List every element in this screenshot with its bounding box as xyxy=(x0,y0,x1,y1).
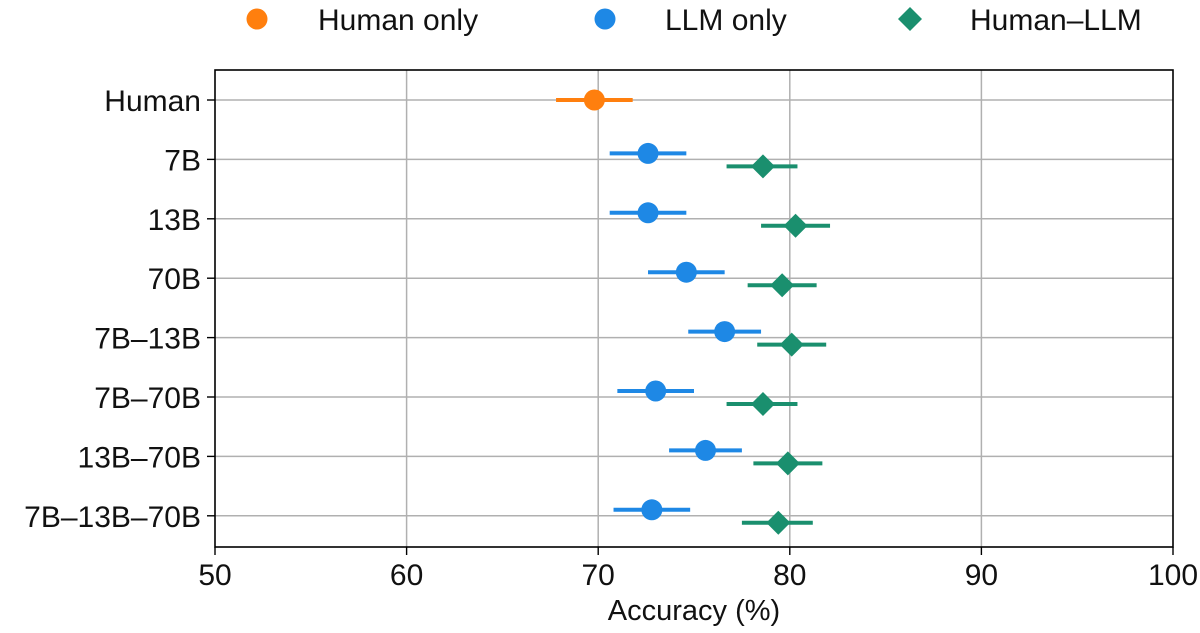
legend-human-llm-label: Human–LLM xyxy=(970,4,1142,37)
human-llm-point xyxy=(750,154,775,179)
llm-only-point xyxy=(645,380,667,402)
y-tick-label: 13B xyxy=(148,204,201,237)
llm-only-point xyxy=(637,202,659,224)
y-tick-label: 7B xyxy=(164,144,201,177)
x-tick-label: 80 xyxy=(773,559,806,592)
plot-frame xyxy=(214,69,1174,548)
y-tick-label: 70B xyxy=(148,263,201,296)
human-llm-point xyxy=(770,273,795,298)
data-marks xyxy=(556,89,831,535)
y-tick-label: 7B–70B xyxy=(94,382,201,415)
legend-llm-only-marker xyxy=(594,8,616,30)
llm-only-point xyxy=(637,142,659,164)
y-tick-label: Human xyxy=(104,85,201,118)
llm-only-point xyxy=(641,499,663,521)
llm-only-point xyxy=(675,261,697,283)
axis-ticks: 50 60 70 80 90 100 Human 7B 13B 70B 7B–13B 7B–70B 13… xyxy=(24,85,1198,592)
human-llm-point xyxy=(775,451,800,476)
x-tick-label: 50 xyxy=(198,559,231,592)
human-llm-point xyxy=(783,213,808,238)
x-axis-label: Accuracy (%) xyxy=(608,595,780,627)
legend-human-only-label: Human only xyxy=(318,4,478,37)
grid-lines xyxy=(215,70,1173,547)
human-llm-point xyxy=(779,332,804,357)
x-tick-label: 70 xyxy=(582,559,615,592)
llm-only-point xyxy=(714,321,736,343)
legend: Human only LLM only Human–LLM xyxy=(246,4,1142,37)
human-llm-point xyxy=(750,392,775,416)
y-tick-label: 13B–70B xyxy=(78,441,201,474)
x-tick-label: 100 xyxy=(1148,559,1198,592)
human-llm-point xyxy=(766,510,791,535)
legend-llm-only-label: LLM only xyxy=(665,4,787,37)
y-tick-label: 7B–13B xyxy=(94,323,201,356)
human-only-point xyxy=(583,89,605,111)
legend-human-only-marker xyxy=(246,8,268,30)
x-tick-label: 90 xyxy=(965,559,998,592)
y-tick-label: 7B–13B–70B xyxy=(24,501,201,534)
legend-human-llm-marker xyxy=(898,7,922,31)
llm-only-point xyxy=(694,439,716,461)
x-tick-label: 60 xyxy=(390,559,423,592)
